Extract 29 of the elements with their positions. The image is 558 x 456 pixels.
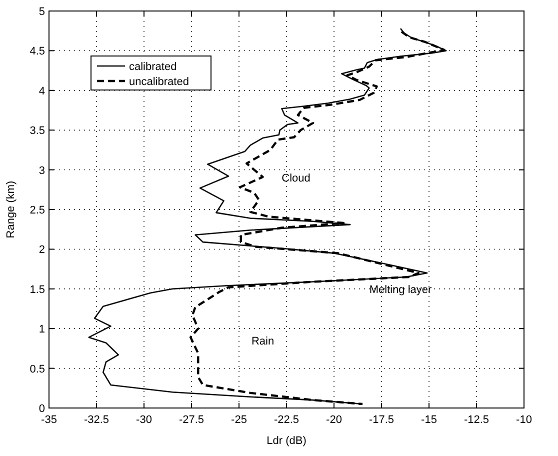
annotation: Cloud [282, 172, 310, 185]
x-tick-label: -32.5 [84, 414, 110, 426]
x-tick-label: -20 [326, 414, 342, 426]
legend-label: uncalibrated [129, 76, 189, 88]
x-tick-label: -10 [516, 414, 532, 426]
x-tick-label: -22.5 [274, 414, 300, 426]
x-tick-label: -15 [421, 414, 437, 426]
y-tick-label: 1.5 [30, 284, 45, 296]
x-tick-label: -25 [231, 414, 247, 426]
y-tick-label: 3.5 [30, 125, 45, 138]
x-tick-label: -30 [136, 414, 152, 426]
y-tick-label: 4.5 [30, 46, 45, 58]
x-tick-label: -27.5 [178, 414, 204, 426]
y-tick-label: 1 [38, 324, 45, 336]
y-axis-title: Range (km) [5, 180, 17, 238]
x-tick-label: -17.5 [368, 414, 394, 426]
y-tick-label: 3 [38, 164, 45, 177]
y-tick-label: 4 [38, 85, 45, 98]
y-tick-label: 0.5 [30, 363, 45, 376]
annotation: Melting layer [369, 284, 432, 296]
y-tick-label: 2.5 [30, 204, 45, 216]
x-tick-label: -12.5 [464, 414, 490, 426]
y-tick-label: 0 [38, 403, 45, 415]
legend-label: calibrated [129, 61, 177, 73]
y-tick-label: 2 [38, 244, 45, 256]
x-axis-title: Ldr (dB) [266, 435, 306, 447]
y-tick-label: 5 [38, 6, 45, 18]
x-tick-label: -35 [41, 414, 57, 426]
annotation: Rain [251, 335, 274, 348]
